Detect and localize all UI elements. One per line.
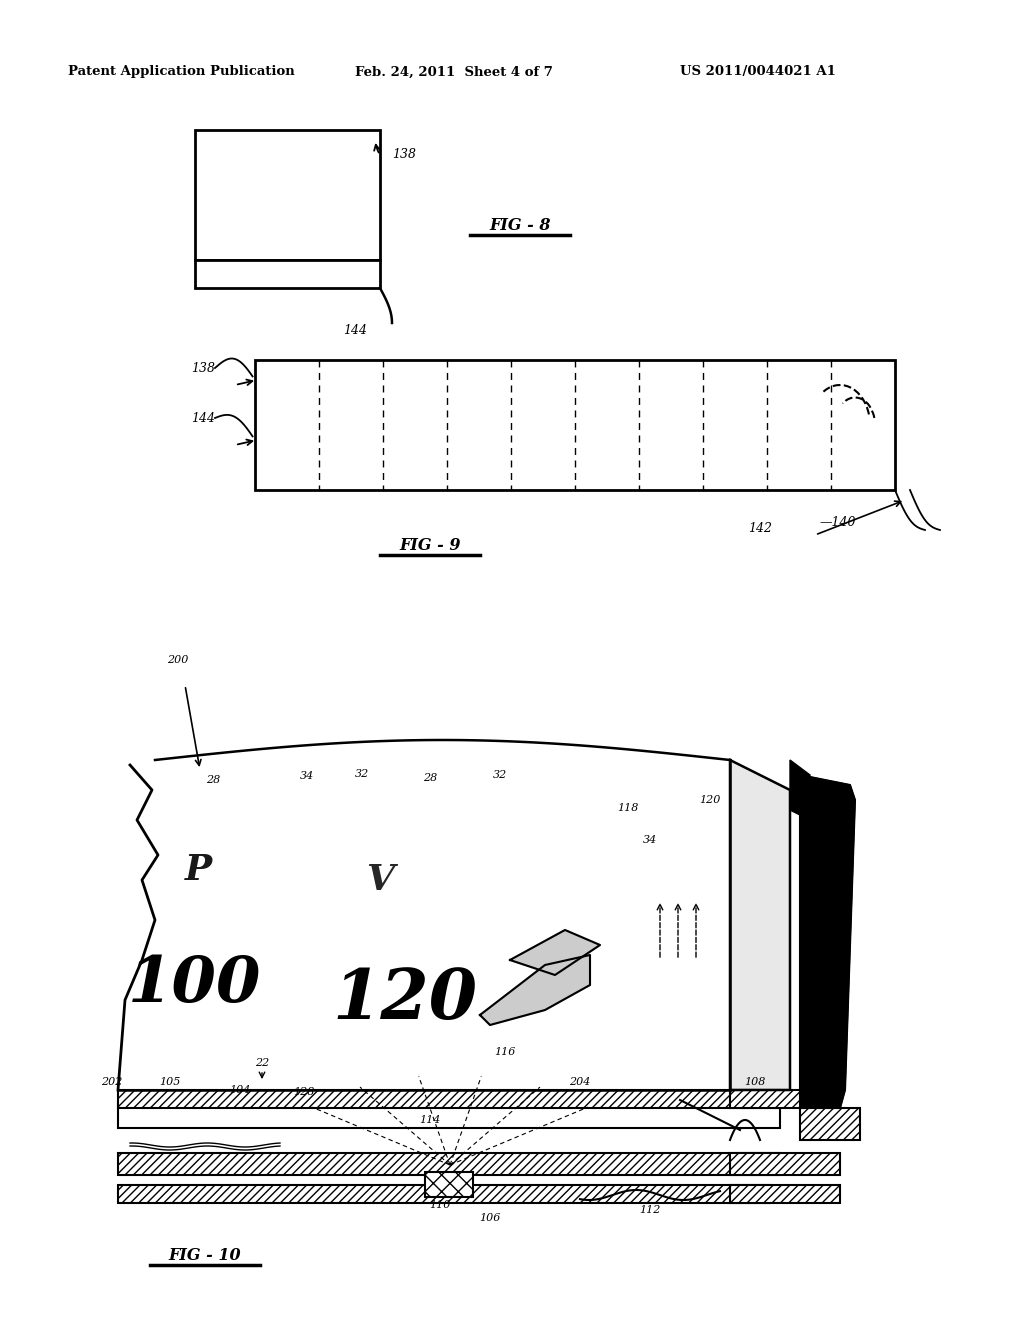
Text: Patent Application Publication: Patent Application Publication (68, 66, 295, 78)
Text: 28: 28 (423, 774, 437, 783)
Polygon shape (730, 760, 790, 1090)
Text: 200: 200 (167, 655, 188, 665)
Bar (800, 1107, 860, 1140)
Text: 204: 204 (569, 1077, 591, 1086)
Bar (730, 1152, 840, 1175)
Bar (118, 1152, 780, 1175)
Text: —140: —140 (820, 516, 856, 528)
Text: 112: 112 (639, 1205, 660, 1214)
Polygon shape (480, 954, 590, 1026)
Text: 206: 206 (821, 1077, 843, 1086)
Bar (118, 1090, 780, 1107)
Polygon shape (790, 760, 810, 820)
Text: 116: 116 (495, 1047, 516, 1057)
Text: 120: 120 (333, 966, 477, 1034)
Text: US 2011/0044021 A1: US 2011/0044021 A1 (680, 66, 836, 78)
Text: 100: 100 (128, 954, 262, 1016)
Polygon shape (800, 775, 855, 1107)
Bar (425, 1172, 473, 1197)
Text: 138: 138 (191, 362, 215, 375)
Bar (255, 360, 895, 490)
Text: P: P (184, 853, 212, 887)
Text: 128: 128 (293, 1086, 314, 1097)
Bar (195, 129, 380, 260)
Text: 34: 34 (300, 771, 314, 781)
Bar (730, 1185, 840, 1203)
Text: 142: 142 (748, 521, 772, 535)
Text: FIG - 9: FIG - 9 (399, 536, 461, 553)
Text: 144: 144 (191, 412, 215, 425)
Text: FIG - 10: FIG - 10 (169, 1246, 242, 1263)
Text: 28: 28 (206, 775, 220, 785)
Text: FIG - 8: FIG - 8 (489, 216, 551, 234)
Text: 105: 105 (160, 1077, 180, 1086)
Text: 144: 144 (343, 323, 367, 337)
Text: 22: 22 (255, 1059, 269, 1068)
Text: 34: 34 (643, 836, 657, 845)
Text: 120: 120 (699, 795, 721, 805)
Bar (195, 260, 380, 288)
Text: 110: 110 (429, 1200, 451, 1210)
Text: 32: 32 (493, 770, 507, 780)
Text: Feb. 24, 2011  Sheet 4 of 7: Feb. 24, 2011 Sheet 4 of 7 (355, 66, 553, 78)
Bar (730, 1090, 840, 1107)
Bar (118, 1104, 780, 1129)
Text: 118: 118 (617, 803, 639, 813)
Text: V: V (366, 863, 394, 898)
Text: 104: 104 (229, 1085, 251, 1096)
Text: 106: 106 (479, 1213, 501, 1224)
Text: 138: 138 (392, 149, 416, 161)
Text: 114: 114 (419, 1115, 440, 1125)
Text: 32: 32 (355, 770, 369, 779)
Bar (118, 1185, 770, 1203)
Polygon shape (118, 741, 730, 1090)
Polygon shape (510, 931, 600, 975)
Text: 108: 108 (744, 1077, 766, 1086)
Text: 202: 202 (101, 1077, 123, 1086)
